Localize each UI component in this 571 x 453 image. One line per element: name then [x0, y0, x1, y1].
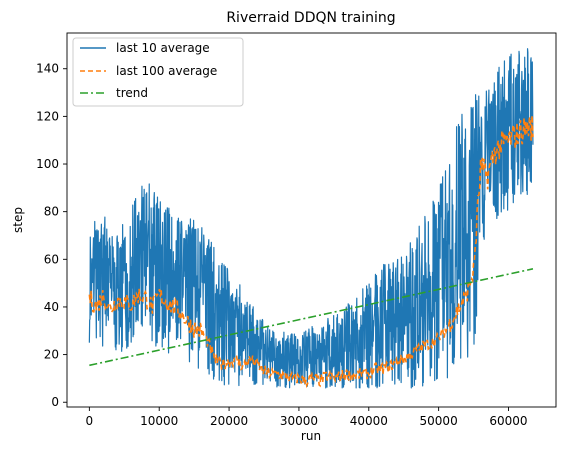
x-tick-label: 0 [86, 414, 94, 428]
legend: last 10 average last 100 average trend [72, 37, 244, 107]
y-axis-ticks: 0 20 40 60 80 100 120 140 [36, 62, 67, 409]
series-layer [88, 48, 534, 389]
legend-label-last-10-average: last 10 average [116, 41, 210, 55]
chart-title: Riverraid DDQN training [226, 10, 395, 26]
y-tick-label: 140 [36, 62, 59, 76]
plot-frame [66, 32, 557, 408]
y-tick-label: 0 [51, 395, 59, 409]
series-trend [89, 268, 534, 367]
y-tick-label: 60 [44, 252, 59, 266]
x-tick-label: 40000 [350, 414, 388, 428]
y-tick-label: 20 [44, 348, 59, 362]
series-last-100-average [88, 115, 534, 389]
x-tick-label: 20000 [210, 414, 248, 428]
y-tick-label: 80 [44, 205, 59, 219]
y-tick-label: 100 [36, 157, 59, 171]
x-tick-label: 10000 [140, 414, 178, 428]
x-axis-label: run [301, 429, 321, 443]
x-tick-label: 30000 [280, 414, 318, 428]
legend-box [72, 37, 244, 107]
x-tick-label: 50000 [420, 414, 458, 428]
x-axis-ticks: 0 10000 20000 30000 40000 50000 60000 [86, 407, 528, 428]
legend-label-last-100-average: last 100 average [116, 64, 217, 78]
y-axis-label: step [11, 207, 25, 233]
y-tick-label: 120 [36, 109, 59, 123]
y-tick-label: 40 [44, 300, 59, 314]
legend-label-trend: trend [116, 86, 148, 100]
x-tick-label: 60000 [489, 414, 527, 428]
